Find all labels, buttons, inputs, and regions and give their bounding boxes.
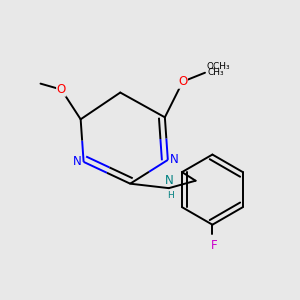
Text: N: N: [170, 153, 179, 167]
Text: N: N: [73, 155, 82, 168]
Text: CH₃: CH₃: [208, 68, 225, 77]
Text: OCH₃: OCH₃: [206, 62, 230, 71]
Text: O: O: [178, 75, 187, 88]
Text: O: O: [57, 83, 66, 96]
Text: H: H: [167, 191, 174, 200]
Text: N: N: [164, 174, 173, 187]
Text: F: F: [211, 239, 217, 252]
